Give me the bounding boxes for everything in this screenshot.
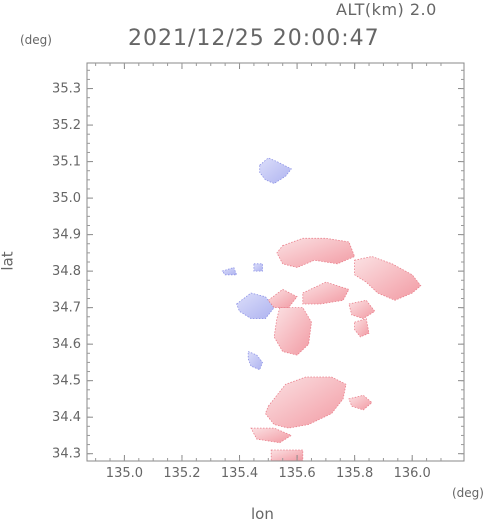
region-south-large	[264, 376, 347, 429]
axis-ticks: 135.0 135.2 135.4 135.6 135.8 136.0 34.3 34.4 34…	[52, 63, 464, 481]
x-tick-label: 135.2	[163, 466, 200, 481]
region-band-east	[354, 256, 422, 301]
y-tick-label: 35.1	[52, 155, 81, 170]
region-bottom-patch	[270, 449, 304, 462]
x-axis-unit: (deg)	[452, 486, 484, 500]
region-south-tail	[250, 427, 293, 444]
y-tick-label: 35.3	[52, 82, 81, 97]
y-tick-label: 34.4	[52, 410, 81, 425]
y-tick-label: 34.5	[52, 374, 81, 389]
region-tiny-west-b	[253, 263, 263, 272]
region-central-blob	[273, 307, 312, 356]
y-tick-label: 34.3	[52, 447, 81, 462]
altitude-label: ALT(km) 2.0	[336, 0, 437, 19]
region-tiny-west	[221, 267, 238, 276]
region-west-lobe	[267, 288, 298, 309]
y-tick-label: 34.7	[52, 301, 81, 316]
region-south-right	[348, 394, 373, 411]
region-middle-west-blue	[236, 292, 275, 320]
y-tick-label: 35.2	[52, 118, 81, 133]
y-tick-label: 34.6	[52, 337, 81, 352]
x-tick-label: 135.4	[221, 466, 258, 481]
x-axis-label: lon	[251, 505, 274, 523]
y-tick-label: 34.8	[52, 264, 81, 279]
y-tick-label: 35.0	[52, 191, 81, 206]
data-regions	[221, 157, 422, 462]
x-tick-label: 135.0	[106, 466, 143, 481]
x-tick-label: 136.0	[394, 466, 431, 481]
x-tick-label: 135.6	[278, 466, 315, 481]
region-north-blue-patch	[259, 157, 292, 184]
region-small-east-b	[354, 318, 370, 338]
datetime-title: 2021/12/25 20:00:47	[128, 26, 380, 51]
y-axis-unit: (deg)	[20, 33, 52, 47]
region-middle-band	[302, 281, 350, 305]
region-southwest-blue	[247, 350, 263, 371]
region-band-upper-left	[276, 237, 356, 268]
x-tick-label: 135.8	[336, 466, 373, 481]
y-tick-label: 34.9	[52, 228, 81, 243]
region-small-east-a	[348, 299, 376, 320]
